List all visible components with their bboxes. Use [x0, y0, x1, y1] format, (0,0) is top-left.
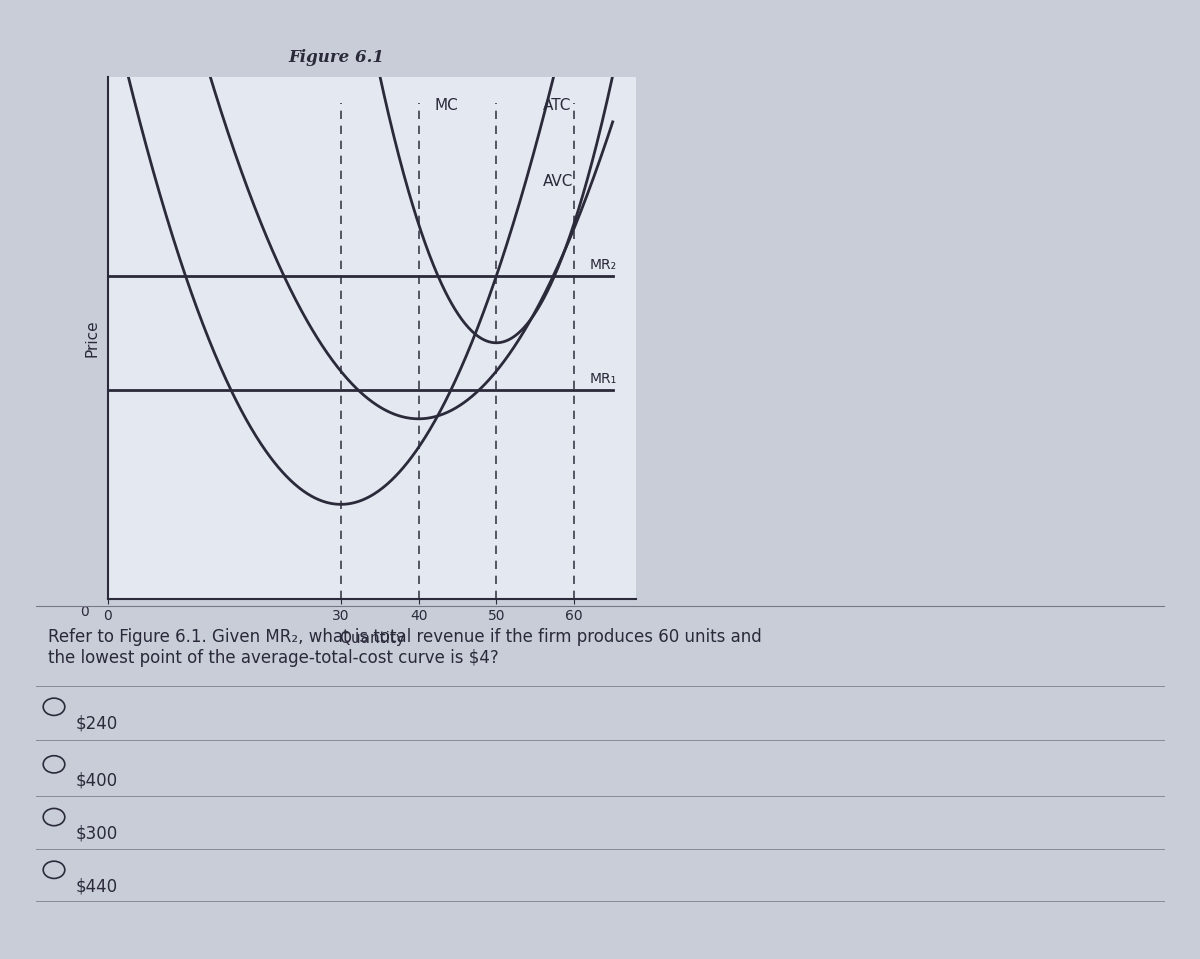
Text: MC: MC — [434, 98, 458, 113]
Text: MR₂: MR₂ — [589, 258, 617, 272]
Text: ATC: ATC — [542, 98, 571, 113]
Text: $440: $440 — [76, 877, 118, 896]
Y-axis label: Price: Price — [85, 319, 100, 357]
Text: 0: 0 — [80, 605, 89, 619]
Text: Figure 6.1: Figure 6.1 — [288, 49, 384, 66]
Text: $300: $300 — [76, 825, 118, 843]
Text: $240: $240 — [76, 714, 118, 733]
Text: AVC: AVC — [542, 174, 574, 189]
Text: MR₁: MR₁ — [589, 372, 617, 386]
Text: $400: $400 — [76, 772, 118, 790]
X-axis label: Quantity: Quantity — [340, 631, 404, 646]
Text: Refer to Figure 6.1. Given MR₂, what is total revenue if the firm produces 60 un: Refer to Figure 6.1. Given MR₂, what is … — [48, 628, 762, 667]
